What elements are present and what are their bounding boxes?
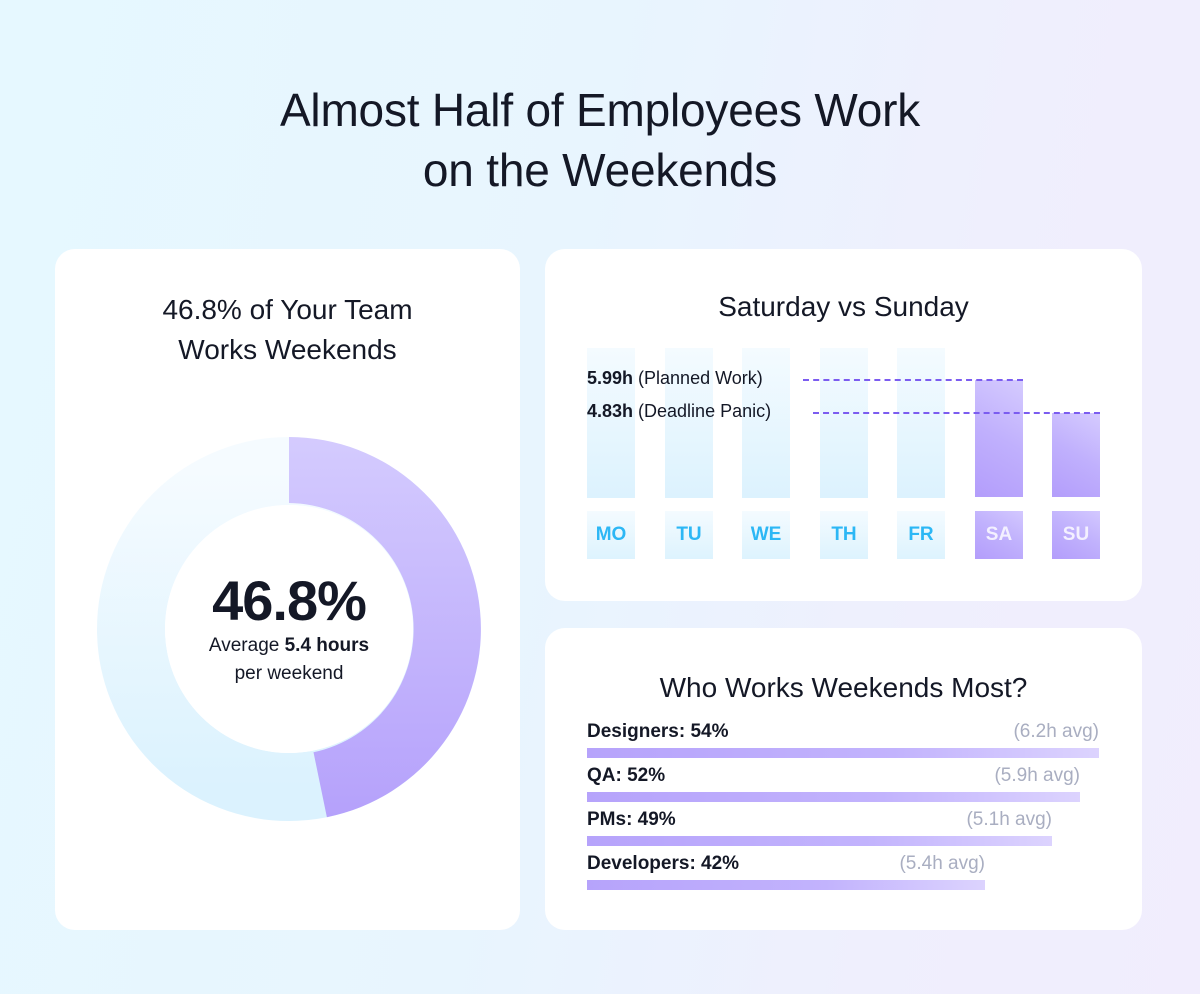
planned-work-text: (Planned Work) (633, 368, 763, 388)
donut-center-text: 46.8% Average 5.4 hours per weekend (97, 437, 481, 821)
donut-card-title-line-2: Works Weekends (178, 334, 397, 365)
donut-card: 46.8% of Your Team Works Weekends 46.8% (55, 249, 520, 930)
donut-hole (165, 505, 413, 753)
planned-work-value: 5.99h (587, 368, 634, 388)
page-title-line-1: Almost Half of Employees Work (279, 84, 921, 136)
day-label-fr: FR (897, 511, 945, 559)
donut-subtitle-hours: 5.4 hours (284, 635, 370, 656)
donut-svg (97, 437, 481, 821)
bar-su (1052, 413, 1100, 497)
bar-we (742, 348, 790, 498)
bar-sa (975, 380, 1023, 497)
donut-card-title-line-1: 46.8% of Your Team (162, 294, 413, 325)
day-label-mo: MO (587, 511, 635, 559)
role-bar (587, 748, 1099, 758)
weekday-chart-title: Saturday vs Sunday (718, 291, 969, 322)
page-title-line-2: on the Weekends (422, 144, 778, 196)
roles-card-title: Who Works Weekends Most? (659, 672, 1028, 703)
day-label-sa: SA (975, 511, 1023, 559)
deadline-panic-label: 4.83h (Deadline Panic) (587, 400, 771, 422)
page-title: Almost Half of Employees Work on the Wee… (0, 80, 1200, 200)
donut-highlight-segment (289, 437, 481, 818)
role-bar (587, 836, 1052, 846)
role-bar (587, 880, 985, 890)
planned-work-label: 5.99h (Planned Work) (587, 367, 763, 389)
deadline-panic-line (813, 412, 1100, 414)
role-bar (587, 792, 1080, 802)
donut-subtitle-line-2: per weekend (234, 663, 344, 684)
day-label-th: TH (820, 511, 868, 559)
donut-chart: 46.8% Average 5.4 hours per weekend (97, 437, 481, 821)
role-name: Developers: 42% (587, 853, 740, 874)
role-name: PMs: 49% (587, 809, 676, 830)
role-avg: (5.1h avg) (966, 809, 1052, 830)
role-avg: (5.9h avg) (994, 765, 1080, 786)
deadline-panic-text: (Deadline Panic) (633, 401, 772, 421)
bar-fr (897, 348, 945, 498)
role-avg: (5.4h avg) (899, 853, 985, 874)
donut-center-value: 46.8% (212, 569, 367, 632)
roles-card: Who Works Weekends Most? Designers: 54% … (545, 628, 1142, 930)
day-label-we: WE (742, 511, 790, 559)
donut-card-title: 46.8% of Your Team Works Weekends (55, 290, 520, 370)
day-label-su: SU (1052, 511, 1100, 559)
planned-work-line (803, 379, 1023, 381)
deadline-panic-value: 4.83h (587, 401, 634, 421)
bar-tu (665, 348, 713, 498)
role-avg: (6.2h avg) (1013, 721, 1099, 742)
donut-subtitle-prefix: Average (208, 635, 285, 656)
bar-th (820, 348, 868, 498)
weekday-chart-card: Saturday vs Sunday 5.99h (Planned Work) … (545, 249, 1142, 601)
role-name: Designers: 54% (587, 721, 729, 742)
day-label-tu: TU (665, 511, 713, 559)
role-name: QA: 52% (587, 765, 666, 786)
donut-subtitle: Average 5.4 hours (209, 633, 369, 659)
bar-mo (587, 348, 635, 498)
